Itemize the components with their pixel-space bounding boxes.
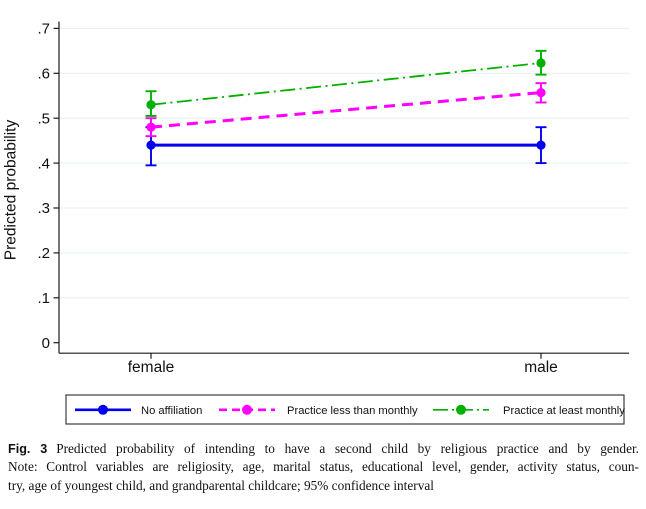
x-category-label: female xyxy=(128,359,175,376)
series-line xyxy=(150,62,542,106)
legend-label: Practice less than monthly xyxy=(287,405,418,417)
caption-text: Predicted probability of intending to ha… xyxy=(56,441,639,456)
data-point-marker xyxy=(536,88,546,98)
caption-line: Note: Control variables are religiosity,… xyxy=(8,459,639,475)
y-tick-label: 0 xyxy=(42,335,50,352)
data-point-marker xyxy=(146,122,156,132)
legend-label: Practice at least monthly xyxy=(503,405,625,417)
y-tick-label: .6 xyxy=(37,66,50,83)
y-axis-title: Predicted probability xyxy=(3,120,20,261)
data-point-marker xyxy=(146,140,156,150)
y-tick-label: .3 xyxy=(37,200,50,217)
x-category-label: male xyxy=(524,359,558,376)
legend-label: No affiliation xyxy=(141,405,202,417)
line-chart: 0 .1 .2 .3 .4 .5 .6 .7 female male Predicted proba… xyxy=(3,21,629,425)
legend-marker xyxy=(242,404,252,415)
data-point-marker xyxy=(536,140,546,150)
caption-line: Fig. 3 Predicted probability of intending… xyxy=(8,440,639,458)
caption-line: try, age of youngest child, and grandpar… xyxy=(8,477,434,493)
figure-caption: Fig. 3 Predicted probability of intending… xyxy=(8,440,639,495)
y-tick-label: .2 xyxy=(37,245,50,262)
figure-number-label: Fig. 3 xyxy=(8,442,48,456)
y-tick-label: .7 xyxy=(37,21,50,38)
y-tick-label: .1 xyxy=(37,290,50,307)
y-tick-label: .5 xyxy=(37,110,50,127)
data-point-marker xyxy=(536,58,546,68)
series-line xyxy=(150,91,542,129)
legend-marker xyxy=(98,404,108,415)
data-point-marker xyxy=(146,100,156,110)
legend-box xyxy=(65,394,625,425)
legend-marker xyxy=(456,404,466,415)
y-tick-label: .4 xyxy=(37,155,50,172)
